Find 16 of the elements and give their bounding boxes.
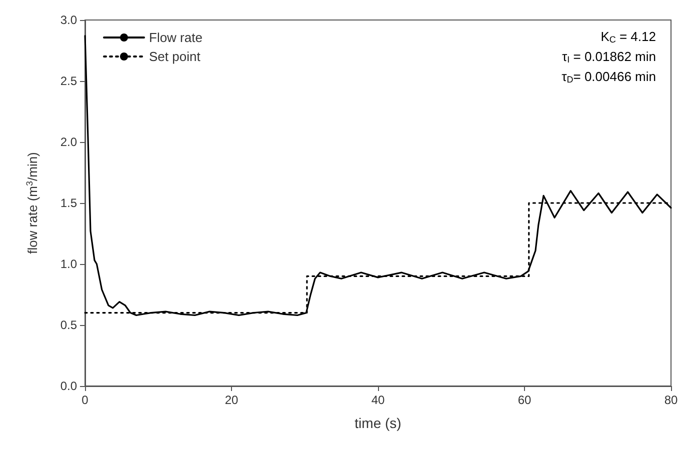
y-axis-title: flow rate (m3/min) (24, 152, 40, 254)
x-tick-label: 0 (82, 393, 89, 407)
x-tick-label: 40 (371, 393, 385, 407)
y-tick-label: 3.0 (60, 13, 78, 27)
legend-label: Flow rate (149, 30, 202, 45)
y-tick-label: 2.5 (60, 74, 78, 88)
x-axis-title: time (s) (354, 415, 402, 431)
y-tick-label: 1.0 (60, 257, 78, 271)
y-tick-label: 1.5 (60, 196, 78, 210)
legend-label: Set point (149, 49, 201, 64)
y-tick-label: 2.0 (60, 135, 78, 149)
y-tick-label: 0.0 (60, 379, 78, 393)
x-tick-label: 60 (518, 393, 532, 407)
x-tick-label: 80 (664, 393, 678, 407)
x-tick-label: 20 (224, 393, 238, 407)
y-tick-label: 0.5 (60, 318, 78, 332)
